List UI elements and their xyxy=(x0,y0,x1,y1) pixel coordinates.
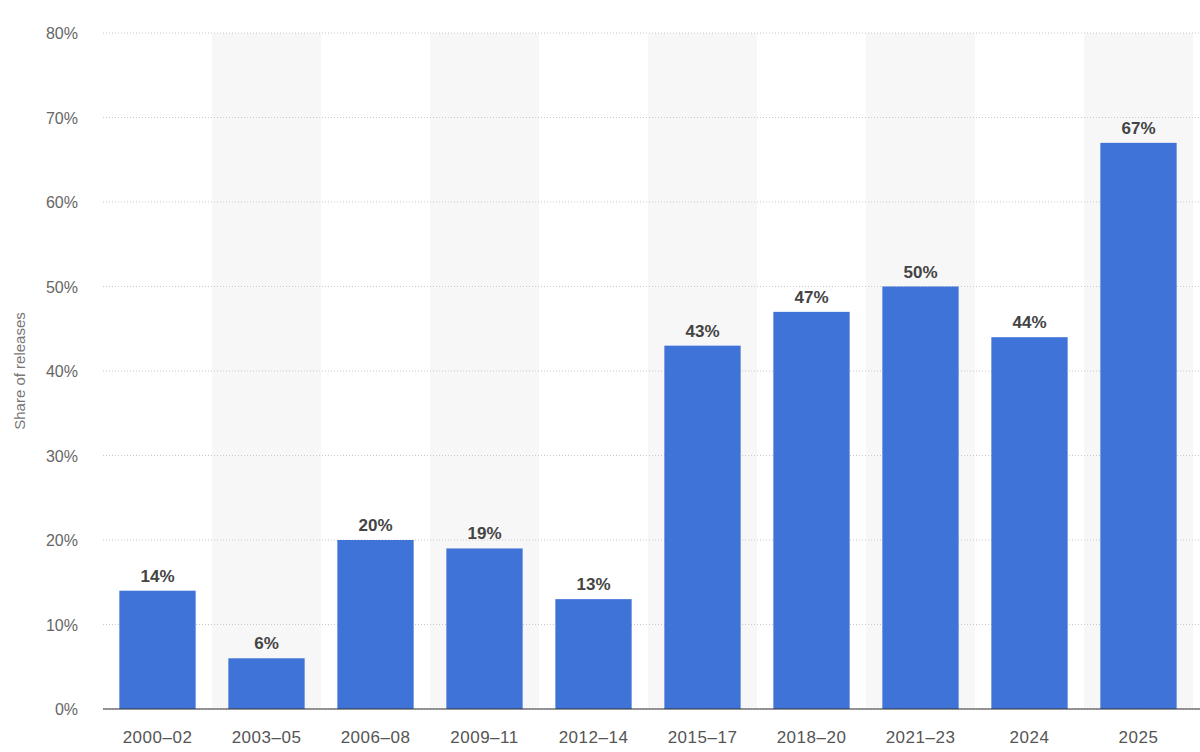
bars xyxy=(119,143,1176,709)
grid xyxy=(103,33,1200,709)
bar xyxy=(337,540,413,709)
bar xyxy=(664,346,740,709)
x-tick-label: 2021–23 xyxy=(886,728,956,747)
x-tick-label: 2024 xyxy=(1010,728,1050,747)
bar xyxy=(446,548,522,709)
grid-line xyxy=(103,117,1200,118)
x-tick-label: 2018–20 xyxy=(777,728,847,747)
grid-line xyxy=(103,33,1200,34)
data-label: 67% xyxy=(1121,119,1155,138)
bar xyxy=(1100,143,1176,709)
y-tick-label: 50% xyxy=(46,279,78,296)
y-tick-label: 0% xyxy=(55,701,78,718)
x-tick-label: 2006–08 xyxy=(341,728,411,747)
y-tick-label: 80% xyxy=(46,25,78,42)
y-tick-label: 20% xyxy=(46,532,78,549)
x-tick-label: 2009–11 xyxy=(450,728,518,747)
x-tick-label: 2003–05 xyxy=(232,728,302,747)
grid-line xyxy=(103,709,1200,710)
y-tick-label: 40% xyxy=(46,363,78,380)
y-tick-label: 10% xyxy=(46,617,78,634)
x-tick-label: 2012–14 xyxy=(559,728,629,747)
bar xyxy=(882,287,958,710)
data-label: 44% xyxy=(1012,313,1046,332)
x-ticks: 2000–02 2003–05 2006–08 2009–11 2012–14 2015–… xyxy=(123,728,1159,747)
y-tick-label: 30% xyxy=(46,448,78,465)
y-tick-label: 60% xyxy=(46,194,78,211)
data-label: 47% xyxy=(794,288,828,307)
bar xyxy=(228,658,304,709)
y-tick-label: 70% xyxy=(46,110,78,127)
band xyxy=(648,33,757,709)
x-tick-label: 2015–17 xyxy=(668,728,738,747)
x-axis-line xyxy=(103,708,1200,709)
bar xyxy=(119,591,195,709)
background-bands xyxy=(212,33,1193,709)
grid-line xyxy=(103,286,1200,287)
data-label: 13% xyxy=(576,575,610,594)
bar xyxy=(773,312,849,709)
x-tick-label: 2025 xyxy=(1119,728,1159,747)
data-label: 6% xyxy=(254,634,279,653)
band xyxy=(1084,33,1193,709)
chart-svg: 0% 10% 20% 30% 40% 50% 60% 70% 80% Share of relea… xyxy=(0,0,1200,752)
chart-root: 0% 10% 20% 30% 40% 50% 60% 70% 80% Share of relea… xyxy=(0,0,1200,752)
data-label: 20% xyxy=(358,516,392,535)
bar xyxy=(991,337,1067,709)
grid-line xyxy=(103,202,1200,203)
data-label: 50% xyxy=(903,263,937,282)
data-label: 43% xyxy=(685,322,719,341)
data-label: 14% xyxy=(140,567,174,586)
x-tick-label: 2000–02 xyxy=(123,728,193,747)
y-axis-label: Share of releases xyxy=(11,312,28,430)
y-ticks: 0% 10% 20% 30% 40% 50% 60% 70% 80% xyxy=(46,25,78,718)
data-label: 19% xyxy=(467,524,501,543)
bar xyxy=(555,599,631,709)
data-labels: 14% 6% 20% 19% 13% 43% 47% 50% 44% 67% xyxy=(140,119,1155,653)
